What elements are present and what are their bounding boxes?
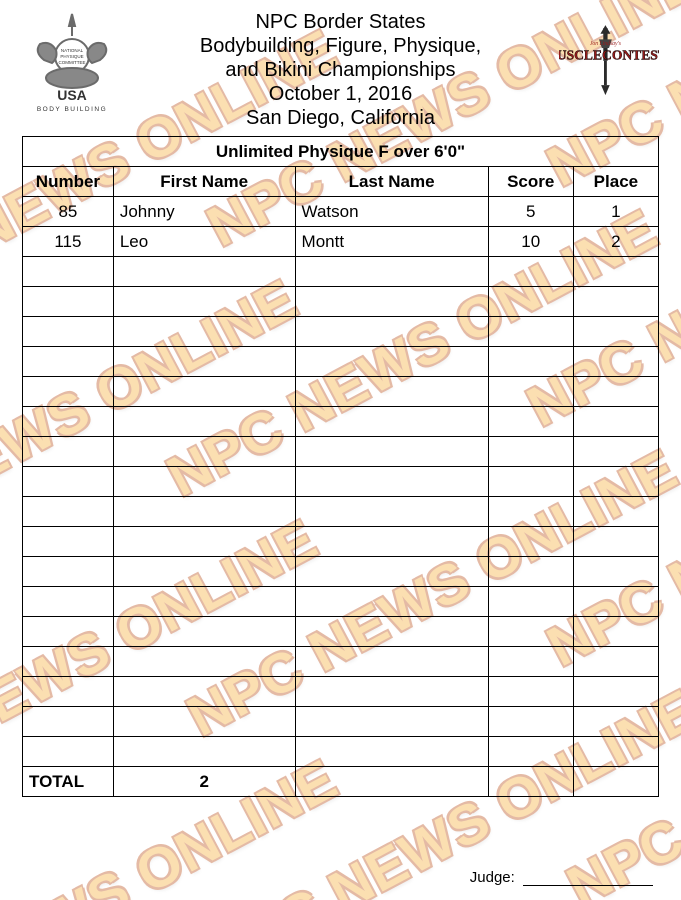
signature-line — [523, 885, 653, 886]
cell-lastname: Montt — [295, 227, 488, 257]
table-row-empty — [23, 557, 659, 587]
title-line-3: and Bikini Championships — [122, 58, 559, 82]
total-row: TOTAL 2 — [23, 767, 659, 797]
table-row-empty — [23, 347, 659, 377]
table-row-empty — [23, 467, 659, 497]
table-row-empty — [23, 707, 659, 737]
cell-firstname: Johnny — [113, 197, 295, 227]
svg-text:COMMITTEE: COMMITTEE — [59, 60, 86, 65]
table-row-empty — [23, 317, 659, 347]
svg-text:USA: USA — [57, 87, 87, 103]
svg-text:BODY BUILDING: BODY BUILDING — [37, 106, 107, 113]
svg-text:NATIONAL: NATIONAL — [61, 48, 84, 53]
results-table: Unlimited Physique F over 6'0" Number Fi… — [22, 136, 659, 797]
cell-firstname: Leo — [113, 227, 295, 257]
table-row-empty — [23, 407, 659, 437]
cell-place: 1 — [573, 197, 658, 227]
judge-signature: Judge: — [470, 869, 653, 886]
table-row-empty — [23, 527, 659, 557]
title-line-2: Bodybuilding, Figure, Physique, — [122, 34, 559, 58]
cell-place: 2 — [573, 227, 658, 257]
col-score: Score — [488, 167, 573, 197]
col-number: Number — [23, 167, 114, 197]
table-row: 85JohnnyWatson51 — [23, 197, 659, 227]
event-title: NPC Border States Bodybuilding, Figure, … — [122, 8, 559, 130]
category-row: Unlimited Physique F over 6'0" — [23, 137, 659, 167]
title-line-1: NPC Border States — [122, 10, 559, 34]
svg-text:PHYSIQUE: PHYSIQUE — [60, 54, 83, 59]
table-row-empty — [23, 497, 659, 527]
header-row: Number First Name Last Name Score Place — [23, 167, 659, 197]
total-label: TOTAL — [23, 767, 114, 797]
svg-text:Jon Lindsay's: Jon Lindsay's — [590, 41, 622, 47]
col-firstname: First Name — [113, 167, 295, 197]
header: USA BODY BUILDING NATIONAL PHYSIQUE COMM… — [22, 8, 659, 130]
table-row-empty — [23, 647, 659, 677]
cell-score: 5 — [488, 197, 573, 227]
svg-text:MUSCLECONTEST: MUSCLECONTEST — [559, 47, 659, 62]
table-row-empty — [23, 377, 659, 407]
table-row-empty — [23, 617, 659, 647]
cell-lastname: Watson — [295, 197, 488, 227]
total-value: 2 — [113, 767, 295, 797]
musclecontest-logo: MUSCLECONTEST Jon Lindsay's — [559, 8, 659, 118]
title-line-4: October 1, 2016 — [122, 82, 559, 106]
table-row-empty — [23, 287, 659, 317]
usa-bodybuilding-logo: USA BODY BUILDING NATIONAL PHYSIQUE COMM… — [22, 8, 122, 118]
table-row-empty — [23, 677, 659, 707]
col-lastname: Last Name — [295, 167, 488, 197]
cell-number: 85 — [23, 197, 114, 227]
table-row-empty — [23, 257, 659, 287]
col-place: Place — [573, 167, 658, 197]
cell-number: 115 — [23, 227, 114, 257]
table-row: 115LeoMontt102 — [23, 227, 659, 257]
table-row-empty — [23, 737, 659, 767]
judge-label: Judge: — [470, 869, 515, 886]
table-row-empty — [23, 587, 659, 617]
title-line-5: San Diego, California — [122, 106, 559, 130]
table-row-empty — [23, 437, 659, 467]
cell-score: 10 — [488, 227, 573, 257]
category-title: Unlimited Physique F over 6'0" — [23, 137, 659, 167]
